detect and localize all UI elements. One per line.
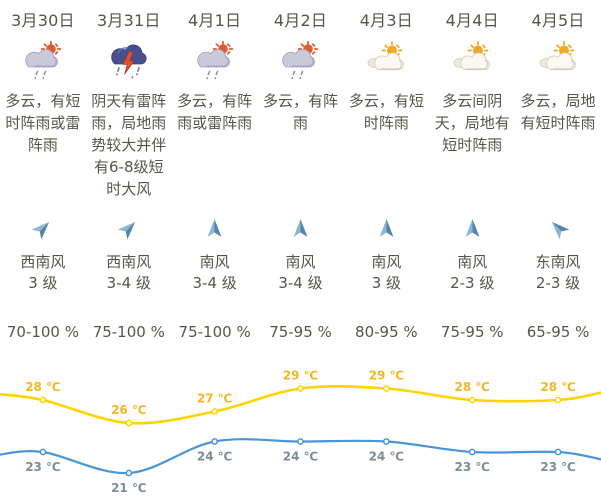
wind-direction-label: 南风 (457, 253, 488, 271)
weather-description: 多云，有阵雨 (262, 92, 338, 132)
high-temp-curve (0, 385, 601, 425)
high-temp-label: 26 ℃ (111, 403, 146, 417)
forecast-day-column: 4月3日 多云，有短时阵雨 南风 3 级 80-95 % (343, 0, 429, 345)
low-temp-label: 21 ℃ (111, 481, 146, 495)
forecast-day-column: 3月31日 阴天有雷阵雨，局地雨势较大并伴有6-8级短时大风 西南风 3-4 级… (86, 0, 172, 345)
high-temp-label: 29 ℃ (283, 369, 318, 383)
high-temp-point (211, 408, 218, 415)
low-temp-point (125, 469, 133, 477)
forecast-day-column: 3月30日 多云，有短时阵雨或雷阵雨 西南风 3 级 70-100 % (0, 0, 86, 345)
high-temp-label: 28 ℃ (25, 380, 60, 394)
partly-cloudy-icon (538, 36, 578, 88)
humidity-label: 75-95 % (269, 323, 332, 341)
weather-description: 多云间阴天，局地有短时阵雨 (434, 92, 510, 154)
low-temp-label: 24 ℃ (369, 450, 404, 464)
date-label: 3月31日 (97, 11, 161, 30)
high-temp-point (383, 385, 390, 392)
date-label: 4月5日 (531, 11, 585, 30)
date-label: 3月30日 (11, 11, 75, 30)
date-label: 4月4日 (445, 11, 499, 30)
low-temp-label: 23 ℃ (25, 460, 60, 474)
humidity-label: 80-95 % (355, 323, 418, 341)
wind-direction-icon (31, 210, 54, 247)
wind-level-label: 3-4 级 (192, 274, 237, 292)
partly-cloudy-icon (452, 36, 492, 88)
wind-info: 西南风 3 级 (20, 247, 65, 315)
wind-direction-label: 西南风 (106, 253, 152, 271)
wind-direction-label: 南风 (199, 253, 230, 271)
weather-description: 多云，有阵雨或雷阵雨 (177, 92, 253, 132)
high-temp-label: 28 ℃ (455, 380, 490, 394)
low-temp-label: 23 ℃ (540, 460, 575, 474)
wind-direction-label: 南风 (371, 253, 402, 271)
humidity-label: 65-95 % (526, 323, 590, 341)
weather-description: 多云，有短时阵雨或雷阵雨 (5, 92, 81, 154)
date-label: 4月1日 (188, 11, 242, 30)
forecast-day-column: 4月4日 多云间阴天，局地有短时阵雨 南风 2-3 级 75-95 % (429, 0, 515, 345)
low-temp-point (211, 438, 218, 445)
wind-direction-label: 南风 (285, 253, 316, 271)
high-temp-point (297, 385, 304, 392)
wind-level-label: 3-4 级 (106, 274, 151, 292)
partly-cloudy-icon (366, 36, 406, 88)
low-temp-point (297, 438, 304, 445)
low-temp-point (39, 448, 47, 456)
wind-info: 南风 3-4 级 (192, 247, 236, 315)
humidity-label: 75-100 % (92, 323, 165, 341)
low-temp-point (468, 448, 476, 456)
low-temp-curve (0, 438, 601, 475)
weather-description: 阴天有雷阵雨，局地雨势较大并伴有6-8级短时大风 (91, 92, 167, 198)
high-temp-point (125, 419, 133, 427)
humidity-label: 75-100 % (178, 323, 251, 341)
wind-info: 东南风 2-3 级 (536, 247, 581, 315)
humidity-label: 75-95 % (440, 323, 504, 341)
low-temp-point (554, 448, 562, 456)
wind-direction-icon (375, 210, 398, 247)
wind-direction-icon (461, 210, 484, 247)
sun-shower-icon (195, 36, 235, 88)
low-temp-label: 24 ℃ (197, 450, 232, 464)
wind-direction-icon (289, 210, 312, 247)
weather-description: 多云，有短时阵雨 (348, 92, 424, 132)
wind-level-label: 3 级 (371, 274, 401, 292)
wind-level-label: 2-3 级 (535, 274, 581, 292)
sun-shower-icon (280, 36, 320, 88)
wind-direction-icon (547, 210, 570, 247)
wind-info: 南风 2-3 级 (450, 247, 494, 315)
weather-description: 多云，局地有短时阵雨 (520, 92, 596, 132)
forecast-day-column: 4月5日 多云，局地有短时阵雨 东南风 2-3 级 65-95 % (515, 0, 601, 345)
high-temp-label: 29 ℃ (369, 369, 404, 383)
low-temp-point (383, 438, 390, 445)
wind-level-label: 2-3 级 (450, 274, 495, 292)
high-temp-point (468, 396, 476, 404)
wind-info: 南风 3 级 (371, 247, 401, 315)
thunderstorm-icon (109, 36, 149, 88)
humidity-label: 70-100 % (6, 323, 79, 341)
wind-info: 西南风 3-4 级 (106, 247, 151, 315)
wind-level-label: 3 级 (28, 274, 58, 292)
date-label: 4月3日 (359, 11, 413, 30)
high-temp-point (39, 396, 47, 404)
wind-direction-icon (203, 210, 226, 247)
high-temp-point (554, 396, 562, 404)
wind-level-label: 3-4 级 (278, 274, 323, 292)
wind-direction-icon (117, 210, 140, 247)
date-label: 4月2日 (273, 11, 328, 30)
wind-direction-label: 西南风 (20, 253, 66, 271)
wind-info: 南风 3-4 级 (278, 247, 322, 315)
low-temp-label: 24 ℃ (283, 450, 318, 464)
forecast-grid: 3月30日 多云，有短时阵雨或雷阵雨 西南风 3 级 70-100 % 3月31… (0, 0, 601, 345)
forecast-day-column: 4月1日 多云，有阵雨或雷阵雨 南风 3-4 级 75-100 % (172, 0, 258, 345)
wind-direction-label: 东南风 (535, 253, 581, 271)
high-temp-label: 28 ℃ (540, 380, 575, 394)
forecast-day-column: 4月2日 多云，有阵雨 南风 3-4 级 75-95 % (258, 0, 344, 345)
sun-shower-icon (23, 36, 63, 88)
low-temp-label: 23 ℃ (455, 460, 490, 474)
high-temp-label: 27 ℃ (197, 392, 232, 406)
